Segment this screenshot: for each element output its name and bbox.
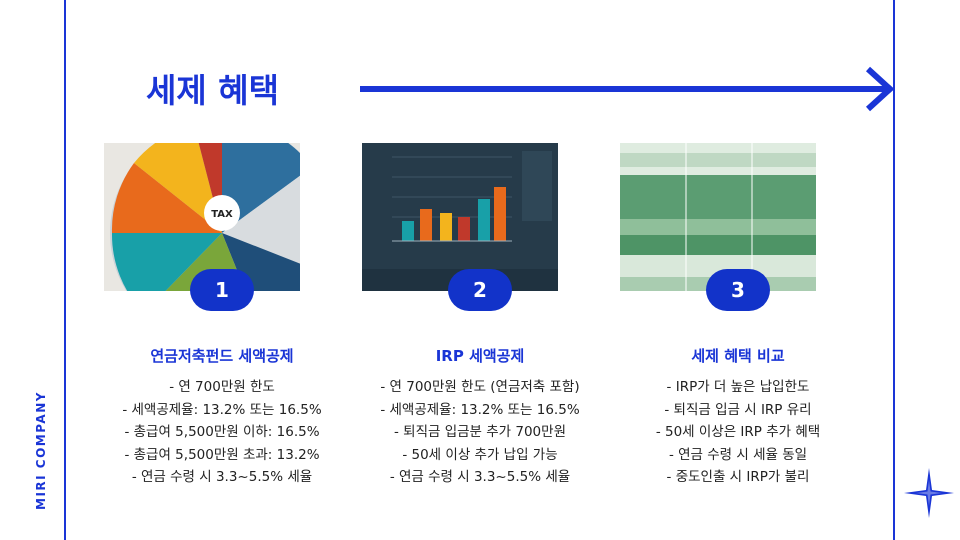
bullet-item: - 연금 수령 시 3.3~5.5% 세율 <box>131 469 313 485</box>
pie-chart-image: TAX <box>104 143 300 291</box>
column-bullets-1: - 연 700만원 한도 - 세액공제율: 13.2% 또는 16.5% - 총… <box>92 376 352 489</box>
comparison-table-image <box>620 143 816 291</box>
left-border-line <box>64 0 66 540</box>
column-title-1: 연금저축펀드 세액공제 <box>150 347 294 365</box>
column-bullets-3: - IRP가 더 높은 납입한도 - 퇴직금 입금 시 IRP 유리 - 50세… <box>608 376 868 489</box>
step-badge-2: 2 <box>448 269 512 311</box>
step-badge-1: 1 <box>190 269 254 311</box>
column-title-3: 세제 혜택 비교 <box>691 347 785 365</box>
bullet-item: - IRP가 더 높은 납입한도 <box>666 379 810 395</box>
bar-chart-image <box>362 143 558 291</box>
bullet-item: - 세액공제율: 13.2% 또는 16.5% <box>380 401 580 418</box>
right-border-line <box>893 0 895 540</box>
page-title: 세제 혜택 <box>146 71 279 110</box>
column-title-2: IRP 세액공제 <box>435 347 525 365</box>
bullet-item: - 50세 이상 추가 납입 가능 <box>402 446 558 463</box>
pie-center-label: TAX <box>211 209 233 220</box>
bullet-item: - 연금 수령 시 3.3~5.5% 세율 <box>389 469 571 485</box>
bullet-item: - 총급여 5,500만원 초과: 13.2% <box>124 446 320 463</box>
step-badge-3: 3 <box>706 269 770 311</box>
bullet-item: - 중도인출 시 IRP가 불리 <box>666 469 810 485</box>
bullet-item: - 연 700만원 한도 (연금저축 포함) <box>380 379 580 395</box>
bullet-item: - 연금 수령 시 세율 동일 <box>668 446 808 463</box>
brand-label: MIRI COMPANY <box>34 391 48 510</box>
bullet-item: - 총급여 5,500만원 이하: 16.5% <box>124 424 320 440</box>
bullet-item: - 연 700만원 한도 <box>169 379 275 395</box>
sparkle-star-icon <box>904 468 954 518</box>
bullet-item: - 세액공제율: 13.2% 또는 16.5% <box>122 401 322 418</box>
bullet-item: - 퇴직금 입금 시 IRP 유리 <box>664 401 812 418</box>
column-bullets-2: - 연 700만원 한도 (연금저축 포함) - 세액공제율: 13.2% 또는… <box>350 376 610 489</box>
bullet-item: - 퇴직금 입금분 추가 700만원 <box>393 424 566 440</box>
bullet-item: - 50세 이상은 IRP 추가 혜택 <box>655 424 821 440</box>
arrow-right-icon <box>360 66 895 112</box>
